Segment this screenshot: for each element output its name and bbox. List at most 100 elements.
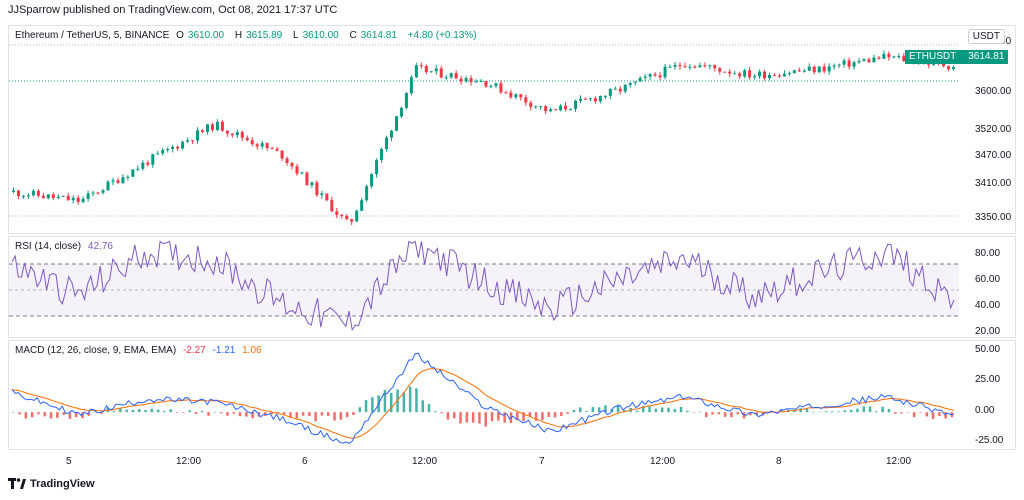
macd-hist-bar	[201, 410, 204, 413]
currency-button[interactable]: USDT	[967, 29, 1005, 44]
rsi-panel[interactable]: 80.00 60.00 40.00 20.00 RSI (14, close) …	[8, 236, 1016, 338]
macd-hist-bar	[270, 412, 273, 415]
macd-hist-bar	[566, 412, 569, 414]
candle-body	[141, 162, 145, 169]
macd-hist-bar	[705, 412, 708, 418]
candle-body	[91, 192, 95, 194]
candle-body	[524, 97, 528, 103]
macd-hist-bar	[925, 412, 928, 417]
candle-body	[842, 60, 846, 65]
candle-body	[161, 150, 165, 154]
candle-body	[768, 74, 771, 79]
candle-body	[469, 78, 473, 83]
macd-hist-bar	[805, 408, 809, 413]
rsi-chart[interactable]: 80.00 60.00 40.00 20.00	[9, 237, 1017, 339]
tradingview-logo[interactable]: TradingView	[8, 478, 95, 490]
macd-hist-bar	[75, 412, 78, 418]
price-axis-tick: 3410.00	[975, 178, 1012, 189]
macd-chart[interactable]: 50.00 25.00 0.00 -25.00	[9, 341, 1017, 451]
candle-body	[96, 192, 100, 194]
candle-body	[136, 168, 140, 170]
candle-body	[205, 124, 209, 132]
candle-body	[847, 60, 851, 67]
macd-hist-bar	[755, 412, 758, 416]
candle-body	[564, 105, 568, 110]
candle-body	[36, 190, 40, 196]
candle-body	[370, 174, 374, 187]
candle-body	[156, 153, 160, 155]
macd-hist-bar	[579, 407, 582, 413]
price-panel[interactable]: 3660.00 3600.00 3520.00 3470.00 3410.00 …	[8, 25, 1016, 234]
symbol-title[interactable]: Ethereum / TetherUS, 5, BINANCE	[15, 30, 170, 41]
macd-hist-bar	[560, 412, 563, 417]
candle-body	[186, 140, 190, 142]
candle-body	[116, 180, 120, 183]
candle-body	[494, 83, 498, 86]
macd-hist-bar	[503, 412, 506, 423]
candle-body	[792, 70, 796, 74]
rsi-label[interactable]: RSI (14, close)	[15, 241, 82, 252]
time-axis[interactable]: 5 12:00 6 12:00 7 12:00 8 12:00	[8, 451, 1016, 471]
macd-hist-bar	[654, 408, 658, 413]
candle-body	[429, 71, 433, 73]
candle-body	[837, 64, 841, 66]
ohlc-close: C 3614.81	[349, 30, 397, 41]
candle-body	[31, 190, 35, 196]
candle-body	[414, 65, 418, 78]
macd-hist-bar	[56, 412, 59, 418]
candle-body	[265, 143, 269, 149]
candle-body	[633, 81, 637, 83]
candle-body	[668, 66, 672, 68]
macd-hist-bar	[673, 408, 676, 413]
candle-body	[743, 70, 747, 77]
candle-body	[250, 140, 254, 145]
candle-body	[474, 81, 478, 83]
candle-body	[380, 149, 384, 161]
macd-label[interactable]: MACD (12, 26, close, 9, EMA, EMA)	[15, 345, 177, 356]
macd-hist-bar	[667, 407, 670, 413]
candle-body	[375, 160, 379, 175]
macd-hist-bar	[163, 411, 166, 413]
candle-body	[499, 83, 503, 93]
candle-body	[131, 169, 135, 177]
rsi-axis-tick: 60.00	[975, 274, 1000, 285]
candle-body	[484, 81, 488, 87]
macd-hist-bar	[881, 406, 884, 413]
macd-hist-bar	[446, 412, 450, 420]
macd-hist-bar	[648, 406, 651, 413]
macd-hist-bar	[465, 412, 469, 423]
rsi-axis-tick: 80.00	[975, 248, 1000, 259]
candle-body	[310, 182, 314, 186]
macd-hist-bar	[125, 409, 128, 413]
price-axis-tick: 3520.00	[975, 124, 1012, 135]
macd-panel[interactable]: 50.00 25.00 0.00 -25.00 MACD (12, 26, cl…	[8, 340, 1016, 450]
candle-body	[365, 186, 369, 201]
candle-body	[887, 53, 891, 58]
candle-body	[872, 57, 876, 63]
macd-hist-bar	[301, 412, 305, 416]
macd-hist-bar	[831, 411, 834, 413]
macd-hist-bar	[938, 412, 941, 417]
candle-body	[171, 146, 175, 149]
macd-hist-bar	[894, 412, 897, 414]
macd-hist-bar	[24, 412, 28, 419]
macd-hist-bar	[484, 412, 487, 427]
macd-hist-bar	[780, 410, 784, 413]
macd-hist-bar	[799, 408, 802, 413]
macd-hist-bar	[478, 412, 481, 424]
candle-body	[345, 215, 349, 220]
price-chart[interactable]: 3660.00 3600.00 3520.00 3470.00 3410.00 …	[9, 26, 1017, 235]
macd-hist-bar	[553, 412, 557, 418]
macd-hist-bar	[232, 412, 235, 414]
candle-body	[121, 177, 125, 183]
candle-body	[852, 62, 856, 67]
macd-hist-bar	[358, 407, 361, 413]
candle-body	[449, 73, 453, 78]
macd-hist-bar	[686, 410, 689, 413]
macd-hist-bar	[585, 411, 588, 413]
macd-axis-tick: -25.00	[975, 435, 1004, 446]
candle-body	[892, 56, 896, 58]
candle-body	[588, 98, 592, 100]
candle-body	[583, 98, 587, 100]
candle-body	[454, 73, 458, 79]
